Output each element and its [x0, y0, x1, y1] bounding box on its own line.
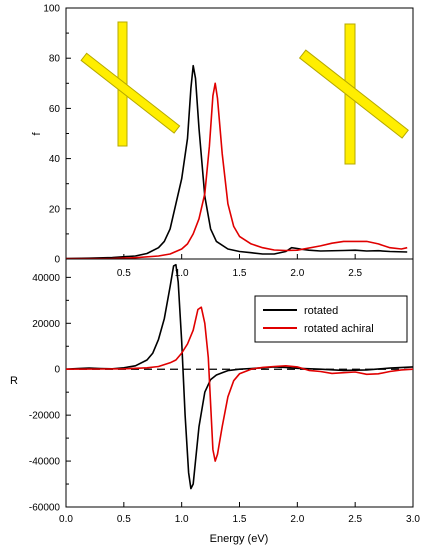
left-nanotube-cross [80, 21, 181, 147]
top-series-line-0 [65, 64, 408, 260]
right-nanotube-cross [298, 23, 409, 165]
bottom-x-tick-label-1-5: 1.5 [233, 514, 247, 525]
top-x-tick-label-2-5: 2.5 [348, 268, 362, 279]
top-x-tick-label-1-0: 1.0 [175, 268, 189, 279]
legend-label-rotated-achiral: rotated achiral [304, 323, 374, 335]
top-panel-f: 0.5 1.0 1.5 2.0 2.5 0 20 40 60 80 100 f [31, 4, 414, 280]
top-series [65, 64, 408, 260]
bottom-y-tick-label-0: 0 [54, 365, 60, 376]
top-y-tick-label-20: 20 [49, 204, 61, 215]
bottom-panel-R: 0.0 0.5 1.0 1.5 2.0 2.5 3.0 -60000 -40000 -20000 0… [10, 258, 421, 545]
nanotube-insets [80, 21, 409, 165]
legend-label-rotated: rotated [304, 305, 338, 317]
bottom-x-tick-label-1-0: 1.0 [175, 514, 189, 525]
bottom-y-tick-label-20000: 20000 [32, 319, 60, 330]
bottom-y-tick-label-20000: -20000 [29, 411, 61, 422]
bottom-x-tick-label-3-0: 3.0 [406, 514, 420, 525]
top-x-tick-label-0-5: 0.5 [117, 268, 131, 279]
top-y-axis-label: f [31, 132, 43, 136]
top-y-tick-label-100: 100 [43, 4, 60, 15]
bottom-y-tick-label-40000: -40000 [29, 457, 61, 468]
legend: rotated rotated achiral [254, 295, 408, 343]
bottom-y-tick-label-40000: 40000 [32, 273, 60, 284]
bottom-x-tick-label-0-0: 0.0 [59, 514, 73, 525]
top-y-tick-label-40: 40 [49, 154, 61, 165]
bottom-axes: 0.0 0.5 1.0 1.5 2.0 2.5 3.0 -60000 -40000 -20000 0… [29, 273, 421, 525]
top-y-tick-label-80: 80 [49, 54, 61, 65]
bottom-x-tick-label-0-5: 0.5 [117, 514, 131, 525]
x-axis-label: Energy (eV) [210, 533, 269, 545]
top-x-tick-label-1-5: 1.5 [233, 268, 247, 279]
bottom-series [65, 263, 414, 490]
bottom-series-line-rotated [65, 263, 414, 490]
top-y-tick-label-0: 0 [54, 255, 60, 266]
top-axes: 0.5 1.0 1.5 2.0 2.5 0 20 40 60 80 100 [43, 4, 362, 280]
bottom-x-tick-label-2-5: 2.5 [348, 514, 362, 525]
bottom-x-tick-label-2-0: 2.0 [290, 514, 304, 525]
bottom-y-axis-label: R [10, 375, 18, 387]
top-series-line-1 [65, 82, 408, 260]
top-y-tick-label-60: 60 [49, 104, 61, 115]
legend-box [254, 295, 408, 343]
bottom-series-line-rotated-achiral [65, 306, 414, 462]
top-x-tick-label-2-0: 2.0 [290, 268, 304, 279]
bottom-y-tick-label-60000: -60000 [29, 503, 61, 514]
